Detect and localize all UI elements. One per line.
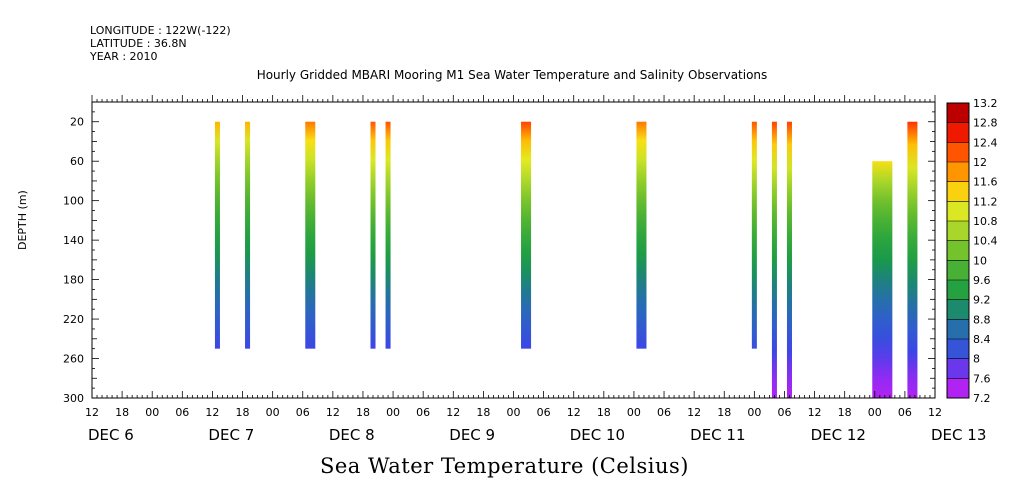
data-column-2 — [245, 121, 251, 349]
chart-title: Hourly Gridded MBARI Mooring M1 Sea Wate… — [256, 68, 768, 82]
x-tick-label: 18 — [115, 406, 129, 419]
data-column-3 — [305, 121, 316, 349]
x-tick-label: 00 — [868, 406, 882, 419]
x-tick-label: 06 — [296, 406, 310, 419]
colorbar-bin — [947, 260, 969, 281]
x-tick-label: 12 — [205, 406, 219, 419]
colorbar-label: 12.4 — [973, 136, 998, 149]
data-column-1 — [214, 121, 220, 349]
y-tick-label: 180 — [63, 274, 84, 287]
data-column-4 — [370, 121, 376, 349]
x-day-label: DEC 6 — [88, 426, 134, 444]
y-tick-label: 140 — [63, 234, 84, 247]
x-tick-label: 12 — [567, 406, 581, 419]
x-tick-label: 18 — [717, 406, 731, 419]
colorbar-bin — [947, 142, 969, 163]
x-tick-label: 18 — [476, 406, 490, 419]
y-tick-label: 100 — [63, 195, 84, 208]
data-column-7 — [636, 121, 647, 349]
colorbar-label: 8 — [973, 353, 980, 366]
colorbar-label: 7.2 — [973, 392, 991, 405]
x-tick-label: 00 — [747, 406, 761, 419]
x-day-label: DEC 11 — [690, 426, 745, 444]
latitude-label: LATITUDE : 36.8N — [90, 37, 187, 50]
data-column-12 — [907, 121, 918, 398]
colorbar-label: 7.6 — [973, 372, 991, 385]
colorbar-bin — [947, 103, 969, 123]
colorbar-bin — [947, 358, 969, 379]
x-tick-label: 06 — [898, 406, 912, 419]
x-tick-label: 12 — [446, 406, 460, 419]
x-tick-label: 06 — [416, 406, 430, 419]
x-axis-label: Sea Water Temperature (Celsius) — [319, 454, 689, 478]
colorbar-bin — [947, 122, 969, 143]
x-tick-label: 18 — [838, 406, 852, 419]
data-column-11 — [872, 161, 893, 398]
colorbar-label: 8.8 — [973, 313, 991, 326]
x-tick-label: 00 — [145, 406, 159, 419]
data-column-8 — [751, 121, 757, 349]
x-tick-label: 12 — [85, 406, 99, 419]
colorbar-bin — [947, 240, 969, 261]
data-column-9 — [771, 121, 777, 398]
x-tick-label: 06 — [175, 406, 189, 419]
colorbar-bin — [947, 339, 969, 359]
x-day-label: DEC 10 — [570, 426, 625, 444]
y-tick-label: 220 — [63, 313, 84, 326]
colorbar-label: 9.6 — [973, 274, 991, 287]
colorbar-label: 10.8 — [973, 215, 998, 228]
x-day-label: DEC 12 — [811, 426, 866, 444]
y-tick-label: 260 — [63, 353, 84, 366]
colorbar-label: 12 — [973, 156, 987, 169]
x-tick-label: 18 — [597, 406, 611, 419]
colorbar-label: 12.8 — [973, 117, 998, 130]
colorbar-bin — [947, 181, 969, 202]
x-tick-label: 12 — [687, 406, 701, 419]
colorbar-bin — [947, 201, 969, 222]
colorbar-label: 10 — [973, 254, 987, 267]
colorbar-label: 9.2 — [973, 294, 991, 307]
x-tick-label: 18 — [356, 406, 370, 419]
year-label: YEAR : 2010 — [90, 50, 158, 63]
x-tick-label: 12 — [928, 406, 942, 419]
colorbar-label: 10.4 — [973, 235, 998, 248]
y-tick-label: 20 — [70, 116, 84, 129]
colorbar-label: 11.6 — [973, 176, 998, 189]
colorbar-label: 11.2 — [973, 195, 998, 208]
plot-axes: 12 18 00 06 12 18 00 06 12 18 00 06 12 18 00 06 12 18 00 06… — [63, 95, 986, 444]
x-day-label: DEC 9 — [449, 426, 495, 444]
data-column-5 — [385, 121, 391, 349]
x-tick-label: 00 — [266, 406, 280, 419]
y-tick-label: 60 — [70, 155, 84, 168]
colorbar-bin — [947, 280, 969, 300]
data-columns — [214, 121, 918, 398]
longitude-label: LONGITUDE : 122W(-122) — [90, 24, 231, 37]
x-tick-label: 12 — [326, 406, 340, 419]
colorbar-label: 8.4 — [973, 333, 991, 346]
x-tick-label: 06 — [777, 406, 791, 419]
x-tick-label: 06 — [537, 406, 551, 419]
y-tick-label: 300 — [63, 392, 84, 405]
x-tick-label: 12 — [808, 406, 822, 419]
colorbar-bin — [947, 378, 969, 399]
data-column-6 — [521, 121, 532, 349]
x-day-label: DEC 13 — [931, 426, 986, 444]
colorbar-bin — [947, 162, 969, 182]
colorbar-bin — [947, 319, 969, 340]
x-tick-label: 00 — [507, 406, 521, 419]
x-tick-label: 18 — [236, 406, 250, 419]
x-day-label: DEC 7 — [208, 426, 254, 444]
colorbar-label: 13.2 — [973, 97, 998, 110]
data-column-10 — [786, 121, 792, 398]
colorbar: 13.2 12.8 12.4 12 11.6 11.2 10.8 10.4 10 9.6 9.2 8.… — [946, 97, 998, 405]
x-tick-label: 06 — [657, 406, 671, 419]
x-tick-label: 00 — [386, 406, 400, 419]
colorbar-bin — [947, 299, 969, 320]
colorbar-bin — [947, 221, 969, 241]
x-tick-label: 00 — [627, 406, 641, 419]
x-day-label: DEC 8 — [329, 426, 375, 444]
